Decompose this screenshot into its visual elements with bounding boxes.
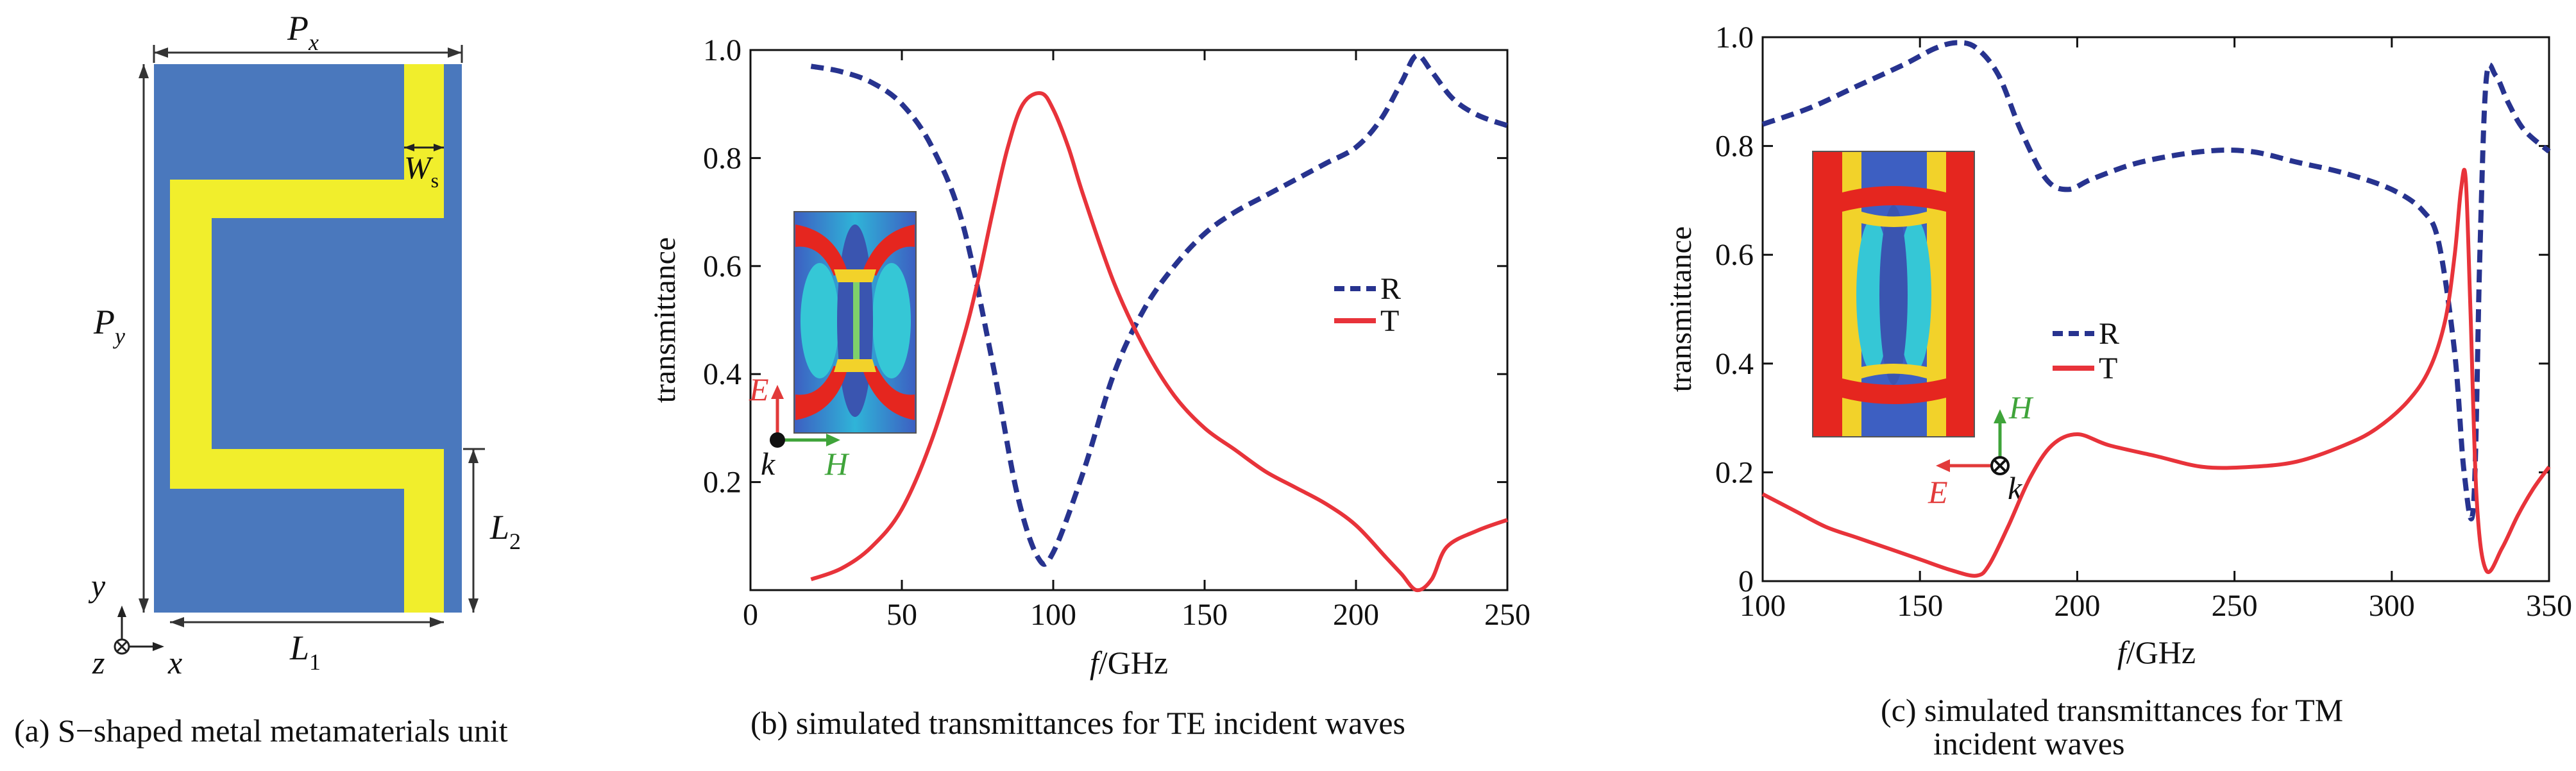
px-arrow-left [154, 47, 168, 58]
axis-z-label: z [92, 645, 105, 681]
chart-te-ytick-label: 1.0 [703, 33, 741, 67]
s-shaped-metal-strip [170, 64, 444, 613]
chart-te-legend-t-label: T [1380, 304, 1399, 338]
chart-te-legend-r-label: R [1380, 272, 1401, 306]
chart-te-xtick-label: 250 [1484, 598, 1530, 632]
ws-arrow-right [434, 144, 444, 151]
l2-label: L2 [489, 508, 521, 554]
chart-te-inset-e-label: E [749, 371, 769, 407]
chart-tm-inset-e-label: E [1928, 474, 1948, 510]
chart-tm-xtick-label: 200 [2054, 589, 2100, 623]
l1-label: L1 [289, 629, 321, 675]
chart-te-ytick-label: 0.6 [703, 250, 741, 284]
chart-te-ytick-label: 0.8 [703, 141, 741, 175]
chart-te-ytick-label: 0.4 [703, 357, 741, 391]
l1-arrow-left [170, 617, 184, 627]
axis-y-arrowhead [117, 606, 126, 617]
axis-y-label: y [88, 568, 106, 604]
chart-tm-xtick-label: 150 [1897, 589, 1943, 623]
chart-te-ytick-label: 0.2 [703, 466, 741, 500]
chart-tm-ytick-label: 0.6 [1715, 238, 1754, 272]
chart-te-inset-k-label: k [761, 446, 775, 482]
chart-tm-ytick-label: 0.8 [1715, 130, 1754, 164]
l2-arrow-bottom [468, 598, 479, 613]
py-label: Py [93, 303, 125, 349]
chart-te-series-t [810, 91, 1509, 593]
chart-tm-ytick-label: 0 [1738, 564, 1754, 598]
chart-tm-ytick-label: 1.0 [1715, 21, 1754, 55]
chart-te-inset-h-label: H [824, 446, 850, 482]
axis-x-label: x [167, 645, 182, 681]
py-arrow-bottom [139, 598, 149, 613]
caption-panel-a: (a) S−shaped metal metamaterials unit [14, 713, 508, 749]
chart-te-ylabel: transmittance [648, 237, 682, 403]
chart-te-xlabel: f/GHz [1090, 645, 1168, 681]
chart-tm-inset-k-label: k [2008, 470, 2022, 506]
chart-te-xtick-label: 200 [1333, 598, 1379, 632]
chart-tm-legend-r-label: R [2099, 317, 2119, 351]
chart-tm-field-inset [1812, 151, 2010, 475]
caption-panel-b: (b) simulated transmittances for TE inci… [750, 705, 1405, 741]
chart-tm-ylabel: transmittance [1664, 226, 1698, 393]
chart-tm-xtick-label: 100 [1740, 589, 1786, 623]
caption-panel-c-line2: incident waves [1933, 725, 2125, 761]
chart-tm-xtick-label: 300 [2369, 589, 2415, 623]
chart-te: 0 50 100 150 200 250 0.2 0.4 0.6 0.8 1.0 transmitt… [648, 33, 1530, 681]
axis-x-arrowhead [153, 642, 164, 651]
chart-te-xtick-label: 0 [743, 598, 758, 632]
l2-arrow-top [468, 449, 479, 463]
unit-cell-diagram: Px Py Ws L1 L2 [88, 9, 521, 681]
l1-arrow-right [430, 617, 444, 627]
px-label: Px [287, 9, 319, 55]
chart-te-legend: R T [1334, 272, 1401, 338]
chart-te-frame [749, 49, 1509, 591]
chart-tm: 100 150 200 250 300 350 0 0.2 0.4 0.6 0.8 1.0 trans… [1664, 21, 2572, 670]
ws-label: Ws [404, 149, 439, 192]
chart-te-xtick-label: 150 [1182, 598, 1228, 632]
chart-tm-series-t [1761, 167, 2551, 578]
chart-tm-legend: R T [2053, 317, 2119, 386]
px-arrow-right [448, 47, 462, 58]
chart-te-xtick-label: 50 [886, 598, 917, 632]
py-arrow-top [139, 64, 149, 78]
axis-z-cross-2 [116, 641, 128, 652]
chart-te-series-r [810, 53, 1509, 567]
chart-te-field-inset [770, 211, 917, 448]
chart-tm-legend-t-label: T [2099, 352, 2117, 386]
chart-tm-ytick-label: 0.4 [1715, 347, 1754, 381]
chart-tm-xtick-label: 250 [2212, 589, 2258, 623]
caption-panel-c-line1: (c) simulated transmittances for TM [1881, 692, 2344, 728]
chart-tm-xlabel: f/GHz [2117, 634, 2196, 670]
chart-tm-frame [1761, 36, 2550, 582]
chart-te-xtick-label: 100 [1030, 598, 1076, 632]
chart-tm-series-r [1761, 40, 2551, 521]
ws-arrow-left [404, 144, 414, 151]
chart-tm-xtick-label: 350 [2526, 589, 2572, 623]
chart-tm-inset-h-label: H [2008, 389, 2034, 425]
chart-tm-ytick-label: 0.2 [1715, 455, 1754, 489]
